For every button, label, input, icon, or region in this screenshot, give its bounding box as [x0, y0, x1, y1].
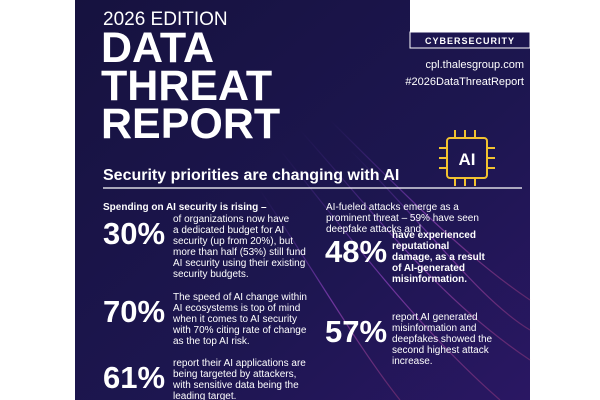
stat-text: The speed of AI change within [173, 292, 307, 303]
intro-text: deepfake attacks and [326, 224, 421, 235]
logo-box [410, 0, 530, 32]
stat-text: when it comes to AI security [172, 314, 297, 325]
ai-chip-icon [439, 130, 495, 186]
stat-text: as the top AI risk. [173, 336, 250, 347]
background [75, 0, 530, 400]
stat-text: of AI-generated [392, 263, 465, 274]
stat-value: 30% [103, 216, 165, 251]
logo-bar [409, 31, 531, 49]
stat-text: misinformation. [392, 274, 467, 285]
stat-text: damage, as a result [392, 252, 485, 263]
stat-text: AI security using their existing [173, 258, 305, 269]
stat-text: second highest attack [392, 345, 490, 356]
stat-text: with 70% citing rate of change [172, 325, 307, 336]
title: THREAT [101, 62, 272, 110]
stat-value: 57% [325, 314, 387, 349]
stat-text: have experienced [392, 230, 476, 241]
stat-text: security (up from 20%), but [173, 236, 293, 247]
stat-text: with sensitive data being the [172, 380, 299, 391]
stat-text: report their AI applications are [173, 358, 306, 369]
title: REPORT [101, 100, 280, 148]
edition: 2026 EDITION [103, 9, 228, 30]
stat-text: report AI generated [392, 312, 478, 323]
stat-text: deepfakes showed the [392, 334, 493, 345]
logo-sub: CYBERSECURITY [425, 36, 515, 46]
section-heading: Security priorities are changing with AI [103, 167, 399, 184]
intro: Spending on AI security is rising – [103, 202, 267, 213]
stat-text: misinformation and [392, 323, 476, 334]
intro-text: AI-fueled attacks emerge as a [326, 202, 459, 213]
stat-text: more than half (53%) still fund [173, 247, 306, 258]
stat-value: 70% [103, 294, 165, 329]
url: cpl.thalesgroup.com [426, 59, 524, 71]
stat-text: being targeted by attackers, [173, 369, 296, 380]
stat-value: 61% [103, 360, 165, 395]
stat-text: increase. [392, 356, 433, 367]
title: DATA [101, 24, 214, 72]
stat-text: reputational [392, 241, 449, 252]
stat-text: AI ecosystems is top of mind [173, 303, 300, 314]
intro-text: prominent threat – 59% have seen [326, 213, 479, 224]
stat-value: 48% [325, 234, 387, 269]
stat-text: leading target. [173, 391, 236, 400]
stat-text: security budgets. [173, 269, 249, 280]
stat-text: a dedicated budget for AI [173, 225, 284, 236]
icon-label: AI [459, 150, 476, 169]
stat-text: of organizations now have [173, 214, 290, 225]
hashtag: #2026DataThreatReport [405, 76, 524, 88]
logo: THALES [432, 9, 508, 26]
